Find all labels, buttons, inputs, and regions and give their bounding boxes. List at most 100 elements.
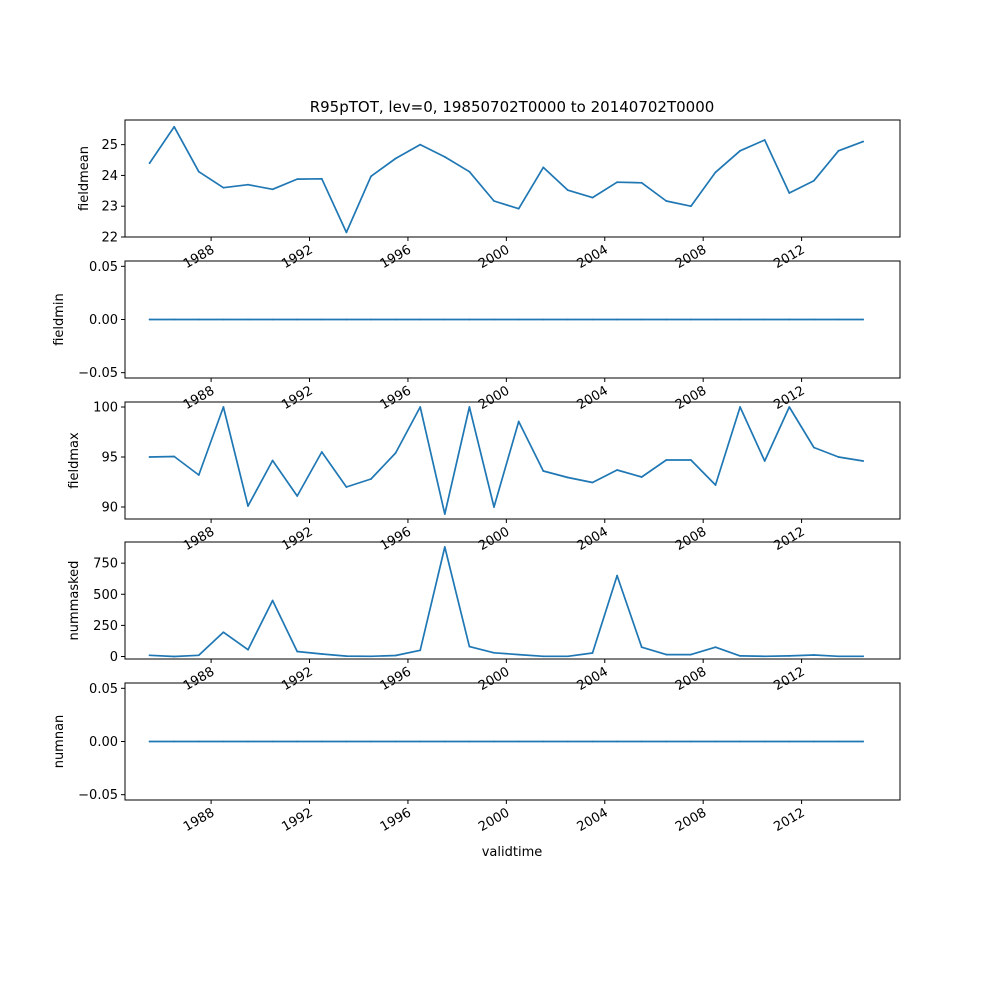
data-point — [665, 318, 668, 321]
data-point — [517, 420, 520, 423]
data-point — [320, 653, 323, 655]
data-point — [763, 318, 766, 321]
data-point — [296, 318, 299, 321]
plot-frame — [124, 541, 901, 660]
data-point — [566, 476, 569, 479]
data-point — [247, 183, 249, 186]
chart-title: R95pTOT, lev=0, 19850702T0000 to 2014070… — [310, 98, 715, 116]
data-point — [443, 513, 446, 515]
x-axis-title: validtime — [482, 845, 543, 860]
y-axis-title-fieldmin: fieldmin — [52, 293, 67, 346]
y-tick-label: 500 — [93, 588, 118, 603]
data-point — [837, 149, 840, 152]
y-axis-title-nummasked: nummasked — [67, 561, 82, 641]
y-tick-label: 0.00 — [89, 313, 118, 328]
plot-frame — [124, 401, 901, 520]
data-point — [739, 654, 741, 657]
data-point — [222, 631, 225, 634]
data-point — [542, 318, 545, 321]
data-point — [468, 406, 471, 408]
data-point — [812, 179, 815, 182]
data-point — [443, 546, 446, 548]
data-point — [247, 740, 249, 743]
data-point — [173, 125, 176, 128]
data-point — [296, 740, 299, 743]
data-point — [517, 318, 520, 321]
y-axis-title-fieldmean: fieldmean — [77, 146, 92, 211]
data-point — [271, 318, 274, 321]
data-point — [566, 189, 569, 192]
data-point — [763, 740, 766, 743]
y-axis-title-numnan: numnan — [52, 715, 67, 769]
data-point — [640, 476, 643, 478]
data-point — [296, 650, 299, 653]
y-tick-label: 0 — [110, 650, 118, 665]
data-point — [148, 456, 151, 458]
data-point — [788, 654, 791, 657]
data-point — [443, 740, 446, 743]
data-point — [837, 740, 840, 743]
plot-frame — [124, 682, 901, 801]
data-point — [320, 451, 323, 453]
data-point — [862, 140, 864, 143]
y-tick-label: −0.05 — [78, 366, 118, 381]
data-point — [419, 318, 422, 321]
data-point — [763, 655, 766, 658]
data-point — [689, 740, 692, 743]
data-point — [493, 506, 495, 508]
data-point — [591, 740, 594, 743]
data-point — [148, 654, 151, 657]
data-point — [862, 460, 864, 462]
data-point — [345, 231, 348, 234]
data-point — [739, 318, 741, 321]
data-point — [271, 740, 274, 743]
data-point — [616, 740, 618, 743]
data-point — [320, 740, 323, 743]
plot-frame — [124, 260, 901, 379]
data-point — [542, 740, 545, 743]
data-point — [468, 318, 471, 321]
data-point — [542, 470, 545, 472]
data-point — [640, 740, 643, 743]
data-point — [370, 740, 372, 743]
data-point — [443, 318, 446, 321]
data-point — [616, 318, 618, 321]
data-point — [222, 186, 225, 189]
data-point — [197, 474, 200, 476]
data-point — [173, 318, 176, 321]
data-point — [566, 318, 569, 321]
data-point — [689, 318, 692, 321]
data-point — [591, 481, 594, 484]
data-point — [271, 459, 274, 462]
data-point — [197, 170, 200, 173]
y-tick-label: 25 — [101, 138, 118, 153]
data-point — [812, 318, 815, 321]
data-point — [468, 170, 471, 173]
y-tick-label: 95 — [101, 451, 118, 466]
data-point — [493, 200, 495, 202]
data-point — [517, 740, 520, 743]
data-point — [591, 652, 594, 654]
data-point — [370, 478, 372, 480]
data-point — [394, 157, 397, 160]
data-point — [296, 178, 299, 181]
data-point — [837, 655, 840, 658]
data-point — [812, 446, 815, 449]
data-point — [665, 740, 668, 743]
data-point — [345, 486, 348, 488]
data-point — [493, 740, 495, 743]
data-point — [271, 188, 274, 191]
data-point — [788, 318, 791, 321]
data-point — [739, 740, 741, 743]
data-point — [862, 740, 864, 743]
data-point — [247, 318, 249, 321]
data-point — [714, 484, 717, 486]
data-point — [493, 651, 495, 654]
y-axis-title-fieldmax: fieldmax — [67, 432, 82, 489]
data-point — [714, 646, 717, 649]
data-point — [837, 318, 840, 321]
data-point — [739, 406, 741, 408]
data-point — [616, 574, 618, 577]
data-point — [197, 654, 200, 657]
data-point — [689, 459, 692, 461]
